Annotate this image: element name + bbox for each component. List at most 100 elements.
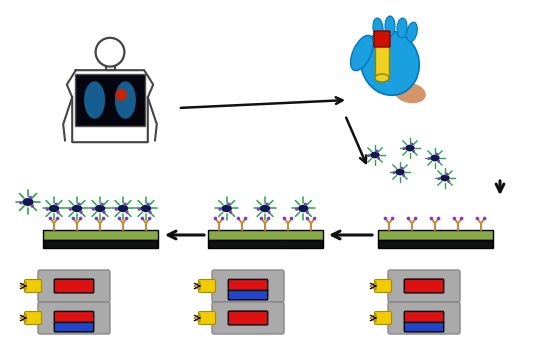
Polygon shape [375,45,389,78]
Ellipse shape [222,205,232,212]
FancyBboxPatch shape [212,270,284,302]
Circle shape [78,202,81,206]
Circle shape [447,180,450,183]
FancyBboxPatch shape [42,240,157,248]
Circle shape [125,210,129,214]
Circle shape [414,217,417,220]
Circle shape [483,217,486,220]
Circle shape [427,157,431,160]
Circle shape [30,204,34,208]
FancyBboxPatch shape [54,322,94,332]
FancyBboxPatch shape [374,31,390,47]
FancyBboxPatch shape [404,322,444,332]
Circle shape [236,217,240,220]
Circle shape [56,217,59,220]
Circle shape [19,201,23,205]
Circle shape [446,173,448,176]
Circle shape [377,157,380,160]
Circle shape [101,202,104,206]
Circle shape [29,196,32,199]
Circle shape [118,217,121,220]
Polygon shape [20,314,26,322]
FancyBboxPatch shape [388,270,460,302]
FancyBboxPatch shape [228,290,268,300]
Circle shape [283,217,286,220]
FancyBboxPatch shape [377,230,492,240]
FancyBboxPatch shape [404,311,444,323]
Circle shape [138,208,141,211]
Circle shape [393,171,395,174]
Circle shape [56,210,59,214]
Ellipse shape [373,18,383,38]
Circle shape [123,202,126,206]
Circle shape [290,217,293,220]
Circle shape [213,217,217,220]
Ellipse shape [49,205,59,212]
Ellipse shape [84,81,105,119]
FancyBboxPatch shape [199,280,216,293]
Circle shape [69,208,72,211]
FancyBboxPatch shape [42,230,157,240]
Ellipse shape [430,155,440,162]
Circle shape [391,217,394,220]
Circle shape [54,202,58,206]
Ellipse shape [95,205,105,212]
Ellipse shape [385,16,395,36]
Ellipse shape [260,205,270,212]
Ellipse shape [350,36,373,71]
Ellipse shape [141,205,151,212]
Polygon shape [194,314,200,322]
FancyBboxPatch shape [54,311,94,323]
Circle shape [79,217,82,220]
Circle shape [406,217,410,220]
FancyBboxPatch shape [199,312,216,325]
FancyBboxPatch shape [404,279,444,293]
Circle shape [267,217,271,220]
Ellipse shape [394,83,426,103]
FancyBboxPatch shape [207,240,322,248]
Circle shape [115,208,118,211]
FancyBboxPatch shape [375,312,392,325]
Circle shape [227,202,230,206]
Circle shape [383,217,387,220]
Circle shape [92,208,95,211]
Circle shape [306,210,309,214]
FancyBboxPatch shape [38,270,110,302]
Polygon shape [194,282,200,290]
Circle shape [72,217,75,220]
Ellipse shape [72,205,82,212]
Circle shape [295,208,298,211]
Circle shape [146,202,150,206]
Circle shape [48,217,52,220]
FancyBboxPatch shape [228,279,268,292]
Ellipse shape [375,74,389,82]
Circle shape [260,217,263,220]
Circle shape [95,217,98,220]
Circle shape [229,210,232,214]
Circle shape [460,217,464,220]
Circle shape [403,147,405,150]
Circle shape [436,153,438,155]
FancyBboxPatch shape [207,230,322,240]
Circle shape [437,160,440,163]
FancyBboxPatch shape [228,311,268,325]
Ellipse shape [440,174,450,181]
Circle shape [79,210,82,214]
Circle shape [313,217,316,220]
Circle shape [102,217,106,220]
Circle shape [46,208,49,211]
Circle shape [148,217,151,220]
Ellipse shape [406,22,417,42]
Circle shape [257,208,260,211]
FancyBboxPatch shape [377,240,492,248]
FancyBboxPatch shape [375,280,392,293]
FancyBboxPatch shape [75,74,145,126]
Circle shape [410,143,414,146]
Circle shape [218,208,222,211]
Circle shape [141,217,144,220]
Polygon shape [370,314,376,322]
Polygon shape [370,282,376,290]
Circle shape [221,217,224,220]
Ellipse shape [361,31,419,95]
Ellipse shape [298,205,309,212]
